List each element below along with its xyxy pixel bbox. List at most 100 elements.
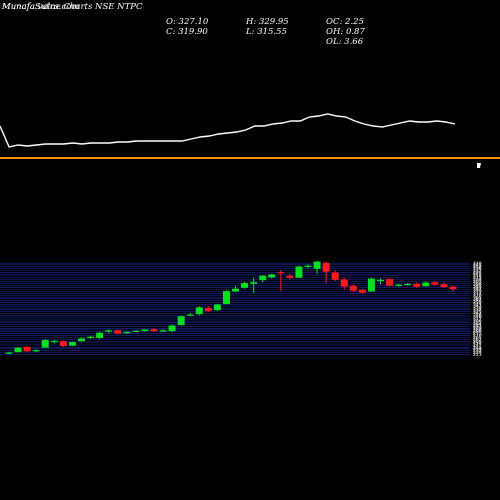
y-tick-label: 365: [473, 295, 482, 301]
ohlc-oh: OH: 0.87: [326, 27, 365, 37]
y-tick-label: 352: [473, 300, 482, 306]
y-tick-label: 379: [473, 289, 482, 295]
candle: [259, 274, 267, 283]
y-tick-label: 247: [473, 342, 482, 348]
candle: [340, 277, 348, 290]
candle: [23, 346, 31, 353]
candle-body: [449, 286, 457, 290]
y-tick-label: 431: [473, 268, 482, 274]
candle-body: [250, 282, 258, 284]
y-tick-label: 413: [473, 275, 482, 281]
candle: [449, 285, 457, 292]
candle: [77, 337, 85, 342]
candle-body: [132, 330, 140, 332]
y-tick-label: 445: [473, 262, 482, 268]
indicator-line: [0, 113, 456, 148]
y-tick-label: 320: [473, 313, 482, 319]
candle: [422, 281, 430, 287]
candle-body: [186, 314, 194, 316]
candle: [358, 289, 366, 294]
y-tick-label: 370: [473, 293, 482, 299]
candle-body: [59, 341, 67, 347]
y-tick-label: 329: [473, 309, 482, 315]
orange-end-marker: [477, 163, 481, 168]
candle: [322, 261, 330, 284]
candle-body: [340, 279, 348, 287]
candle-body: [331, 272, 339, 280]
candle-body: [440, 284, 448, 288]
candle: [177, 315, 185, 326]
candle: [367, 277, 375, 292]
y-tick-label: 347: [473, 302, 482, 308]
candle-body: [241, 283, 249, 288]
candle-body: [222, 291, 230, 305]
y-tick-label: 302: [473, 320, 482, 326]
candle-body: [413, 283, 421, 287]
candle: [413, 282, 421, 288]
y-tick-label: 384: [473, 287, 482, 293]
y-tick-label: 398: [473, 281, 482, 287]
y-tick-label: 252: [473, 340, 482, 346]
candle: [204, 306, 212, 313]
candle: [232, 285, 240, 292]
y-tick-label: 256: [473, 339, 482, 345]
candle: [141, 329, 149, 332]
candle: [105, 329, 113, 334]
y-tick-label: 334: [473, 307, 482, 313]
candle-body: [213, 304, 221, 311]
candle: [277, 270, 285, 292]
candle-body: [141, 329, 149, 332]
y-tick-label: 223: [473, 352, 482, 358]
candle-body: [77, 338, 85, 342]
y-tick-label: 288: [473, 326, 482, 332]
y-tick-label: 422: [473, 272, 482, 278]
candle: [168, 324, 176, 332]
candle-body: [114, 330, 122, 334]
y-tick-label: 229: [473, 350, 482, 356]
candle: [250, 277, 258, 294]
candle-body: [313, 261, 321, 269]
candle-body: [5, 352, 13, 354]
indicator-panel: [0, 113, 456, 148]
ohlc-open: O: 327.10: [166, 17, 209, 27]
candle: [377, 278, 385, 285]
y-tick-label: 280: [473, 329, 482, 335]
candle: [123, 331, 131, 334]
y-tick-label: 241: [473, 345, 482, 351]
candle-body: [358, 289, 366, 293]
y-tick-label: 311: [473, 317, 482, 323]
candle-body: [87, 336, 95, 339]
candle-body: [404, 283, 412, 286]
candle: [331, 270, 339, 282]
y-tick-label: 408: [473, 277, 482, 283]
candle-body: [159, 330, 167, 332]
candle-body: [232, 288, 240, 292]
y-tick-label: 436: [473, 266, 482, 272]
y-tick-label: 261: [473, 337, 482, 343]
candle: [114, 329, 122, 335]
candle-body: [377, 279, 385, 282]
candle-body: [277, 272, 285, 274]
candle: [395, 283, 403, 287]
y-tick-label: 293: [473, 324, 482, 330]
candle-body: [386, 278, 394, 286]
candle: [222, 290, 230, 305]
candle: [304, 264, 312, 269]
candle-body: [268, 274, 276, 278]
candle-body: [50, 340, 58, 343]
ohlc-high: H: 329.95: [246, 17, 289, 27]
y-tick-label: 324: [473, 311, 482, 317]
candle: [87, 335, 95, 339]
candle-body: [367, 278, 375, 292]
ohlc-low: L: 315.55: [246, 27, 287, 37]
candle: [295, 265, 303, 278]
price-grid: [0, 262, 470, 355]
y-tick-label: 393: [473, 283, 482, 289]
y-tick-label: 284: [473, 328, 482, 334]
candle: [50, 340, 58, 344]
y-tick-label: 374: [473, 291, 482, 297]
candle-body: [68, 342, 76, 346]
y-tick-label: 338: [473, 306, 482, 312]
y-tick-label: 343: [473, 304, 482, 310]
